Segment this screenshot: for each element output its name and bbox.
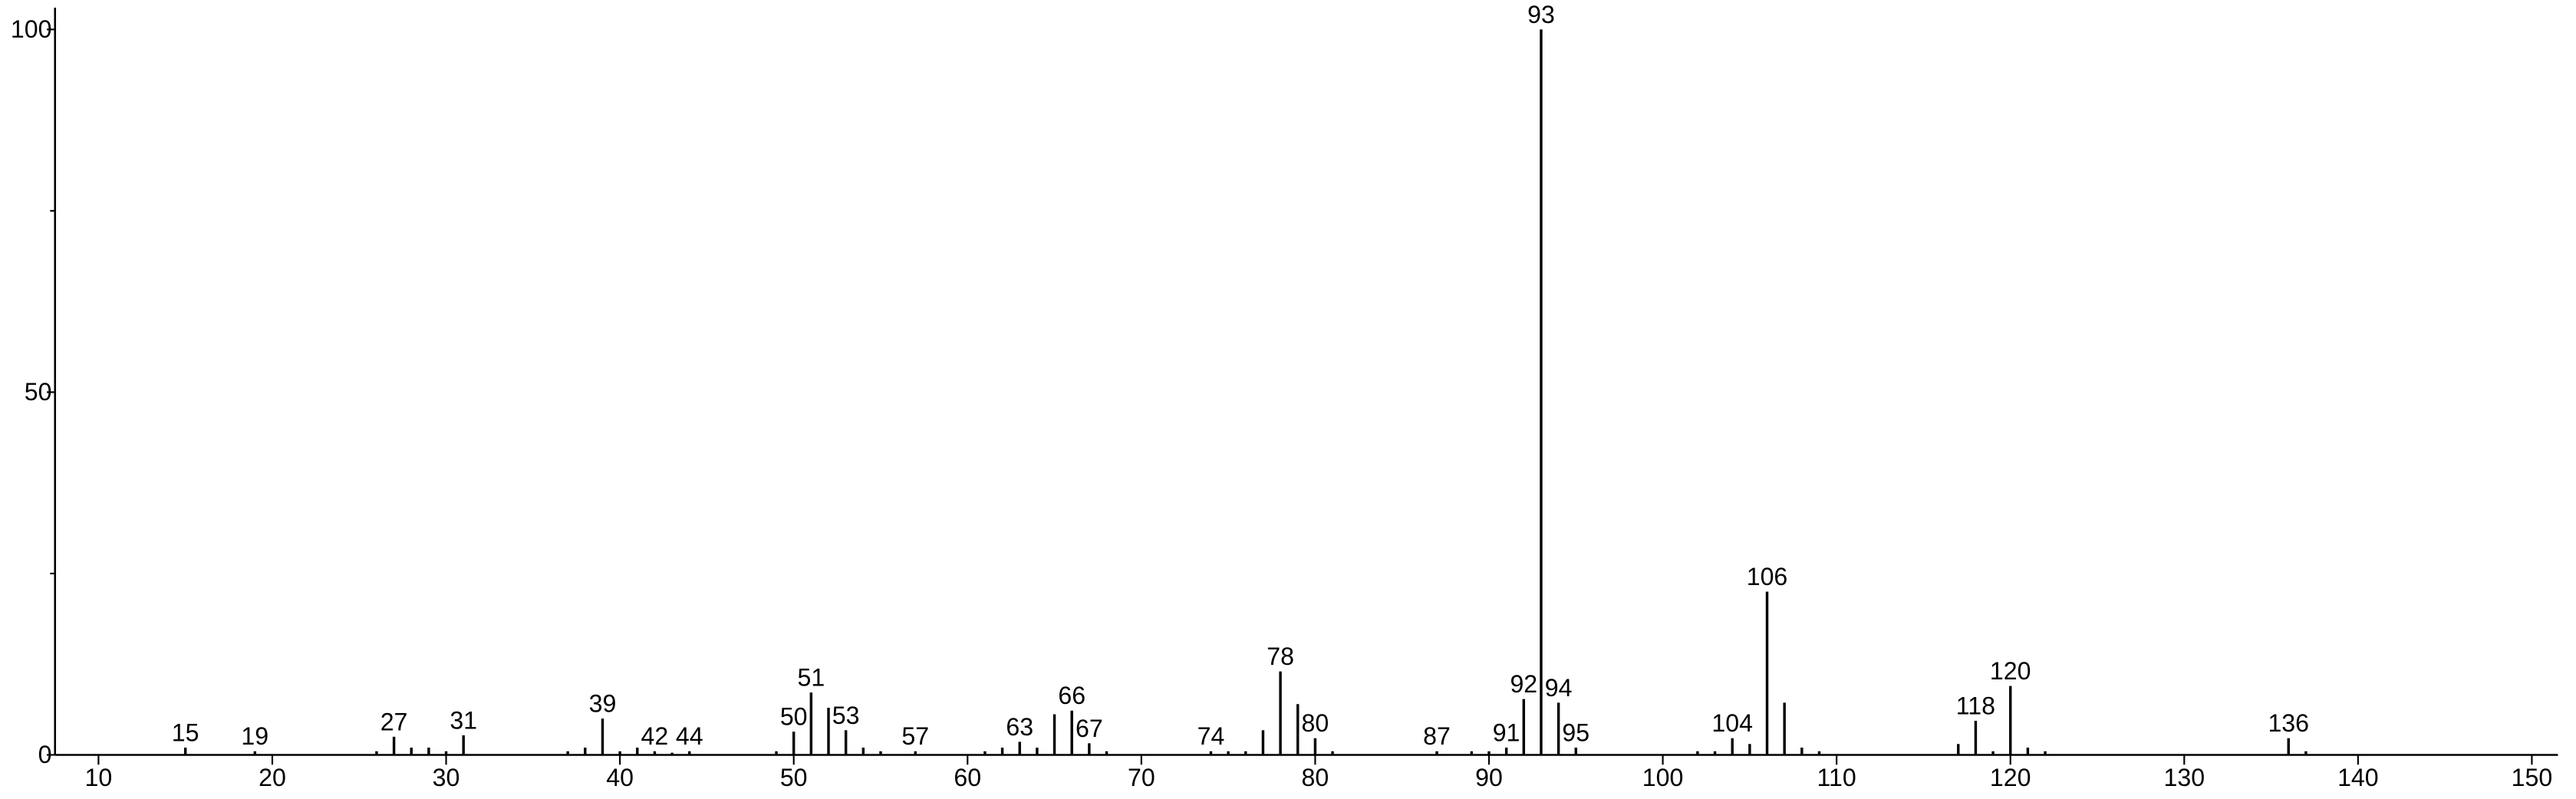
- peak-label: 136: [2268, 709, 2309, 737]
- y-tick-label: 50: [25, 378, 52, 406]
- peak-label: 31: [450, 706, 477, 734]
- peak-label: 19: [241, 722, 268, 750]
- x-tick-label: 110: [1817, 764, 1856, 791]
- peak-label: 93: [1527, 1, 1555, 28]
- peak-label: 67: [1076, 715, 1103, 742]
- peak-label: 120: [1990, 657, 2031, 685]
- peak-label: 63: [1006, 713, 1033, 741]
- y-tick-label: 0: [38, 741, 52, 768]
- peak-label: 39: [589, 690, 617, 718]
- peak-label: 74: [1197, 722, 1225, 750]
- peak-label: 44: [676, 722, 703, 750]
- peak-label: 94: [1545, 674, 1573, 702]
- peak-label: 87: [1423, 722, 1451, 750]
- x-tick-label: 140: [2337, 764, 2379, 791]
- peak-label: 104: [1711, 709, 1753, 737]
- x-tick-label: 80: [1302, 764, 1329, 791]
- peak-label: 78: [1267, 643, 1294, 670]
- peak-label: 118: [1956, 692, 1995, 720]
- x-tick-label: 90: [1475, 764, 1503, 791]
- x-tick-label: 10: [85, 764, 113, 791]
- peak-label: 66: [1058, 682, 1085, 709]
- y-tick-label: 100: [11, 15, 52, 43]
- x-tick-label: 20: [259, 764, 286, 791]
- x-tick-label: 60: [954, 764, 981, 791]
- x-tick-label: 100: [1642, 764, 1684, 791]
- x-tick-label: 70: [1128, 764, 1155, 791]
- x-tick-label: 30: [433, 764, 460, 791]
- peak-label: 27: [380, 708, 408, 735]
- peak-label: 53: [832, 702, 860, 729]
- peak-label: 15: [172, 719, 199, 747]
- peak-label: 42: [641, 722, 669, 750]
- peak-label: 80: [1302, 709, 1329, 737]
- x-tick-label: 150: [2512, 764, 2553, 791]
- x-tick-label: 120: [1990, 764, 2031, 791]
- x-tick-label: 50: [780, 764, 808, 791]
- peak-label: 95: [1562, 719, 1589, 747]
- peak-label: 50: [780, 703, 808, 731]
- peak-label: 106: [1747, 563, 1788, 590]
- x-tick-label: 40: [606, 764, 634, 791]
- peak-label: 57: [901, 722, 929, 750]
- peak-label: 51: [797, 664, 825, 692]
- x-tick-label: 130: [2164, 764, 2205, 791]
- peak-label: 92: [1510, 670, 1537, 698]
- peak-label: 91: [1493, 719, 1520, 747]
